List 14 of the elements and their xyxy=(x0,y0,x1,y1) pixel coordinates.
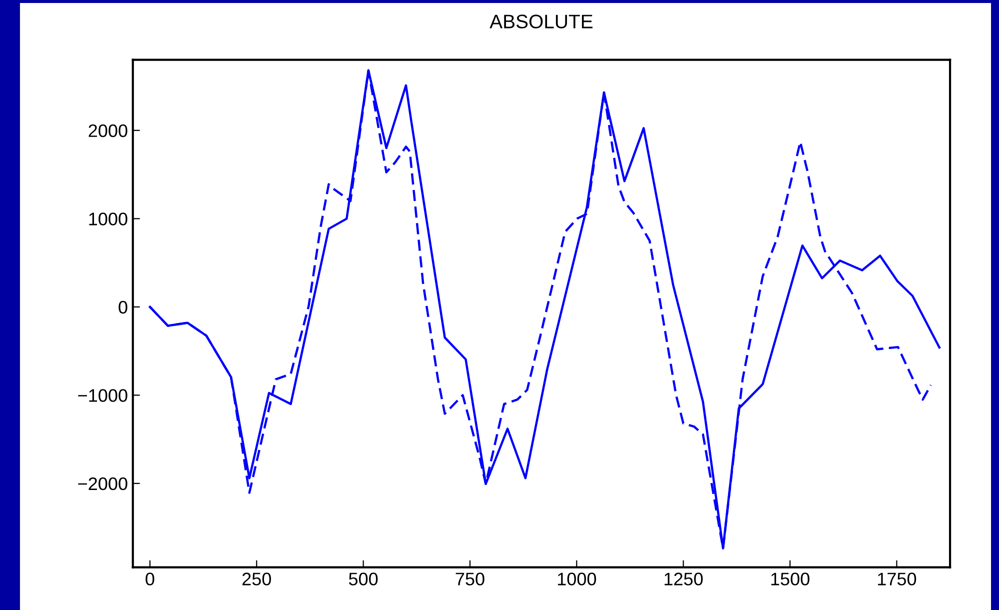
x-tick-label: 1250 xyxy=(664,572,703,586)
y-tick-label: 1000 xyxy=(89,212,128,226)
x-tick-label: 1500 xyxy=(771,572,810,586)
chart-title: ABSOLUTE xyxy=(490,14,592,28)
y-tick-label: 0 xyxy=(118,300,128,314)
y-tick-label: 2000 xyxy=(88,124,128,138)
x-tick-label: 1000 xyxy=(558,572,596,586)
x-tick-label: 0 xyxy=(146,572,154,586)
x-tick-label: 750 xyxy=(456,572,484,586)
y-tick-label: −1000 xyxy=(78,389,128,402)
x-tick-label: 1750 xyxy=(878,572,916,586)
x-tick-label: 500 xyxy=(348,572,378,586)
x-tick-label: 250 xyxy=(242,572,271,586)
y-tick-label: −2000 xyxy=(78,477,128,490)
